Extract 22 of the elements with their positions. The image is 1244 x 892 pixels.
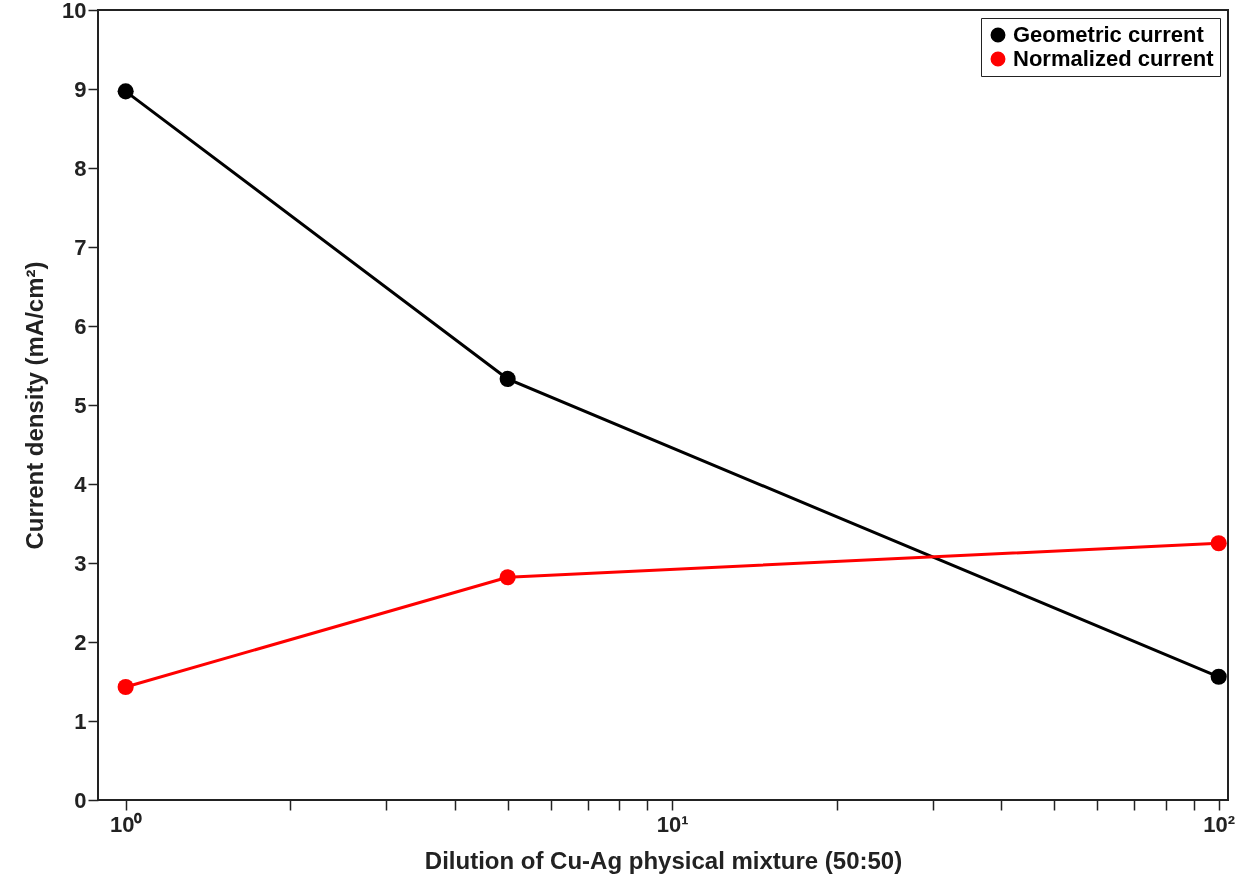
x-tick-label: 10¹ [656,811,689,837]
y-tick-label: 10 [62,0,87,23]
x-tick-label: 10⁰ [109,811,143,837]
point [117,83,134,100]
legend-label: Normalized current [1013,46,1215,71]
y-tick-label: 8 [74,155,87,181]
y-tick-label: 1 [74,708,87,734]
y-tick-label: 7 [74,234,87,260]
y-tick-label: 6 [74,313,87,339]
x-axis-title: Dilution of Cu-Ag physical mixture (50:50) [424,846,903,874]
y-axis-title: Current density (mA/cm²) [21,261,49,550]
y-tick-label: 3 [74,550,87,576]
y-tick-label: 5 [74,392,87,418]
legend-label: Geometric current [1013,22,1205,47]
y-tick-label: 4 [74,471,88,497]
y-tick-label: 0 [74,787,87,813]
point [1210,668,1227,685]
y-tick-label: 9 [74,76,87,102]
y-tick-label: 2 [74,629,87,655]
point [1210,535,1227,552]
point [117,678,134,696]
x-tick-label: 10² [1203,811,1236,837]
